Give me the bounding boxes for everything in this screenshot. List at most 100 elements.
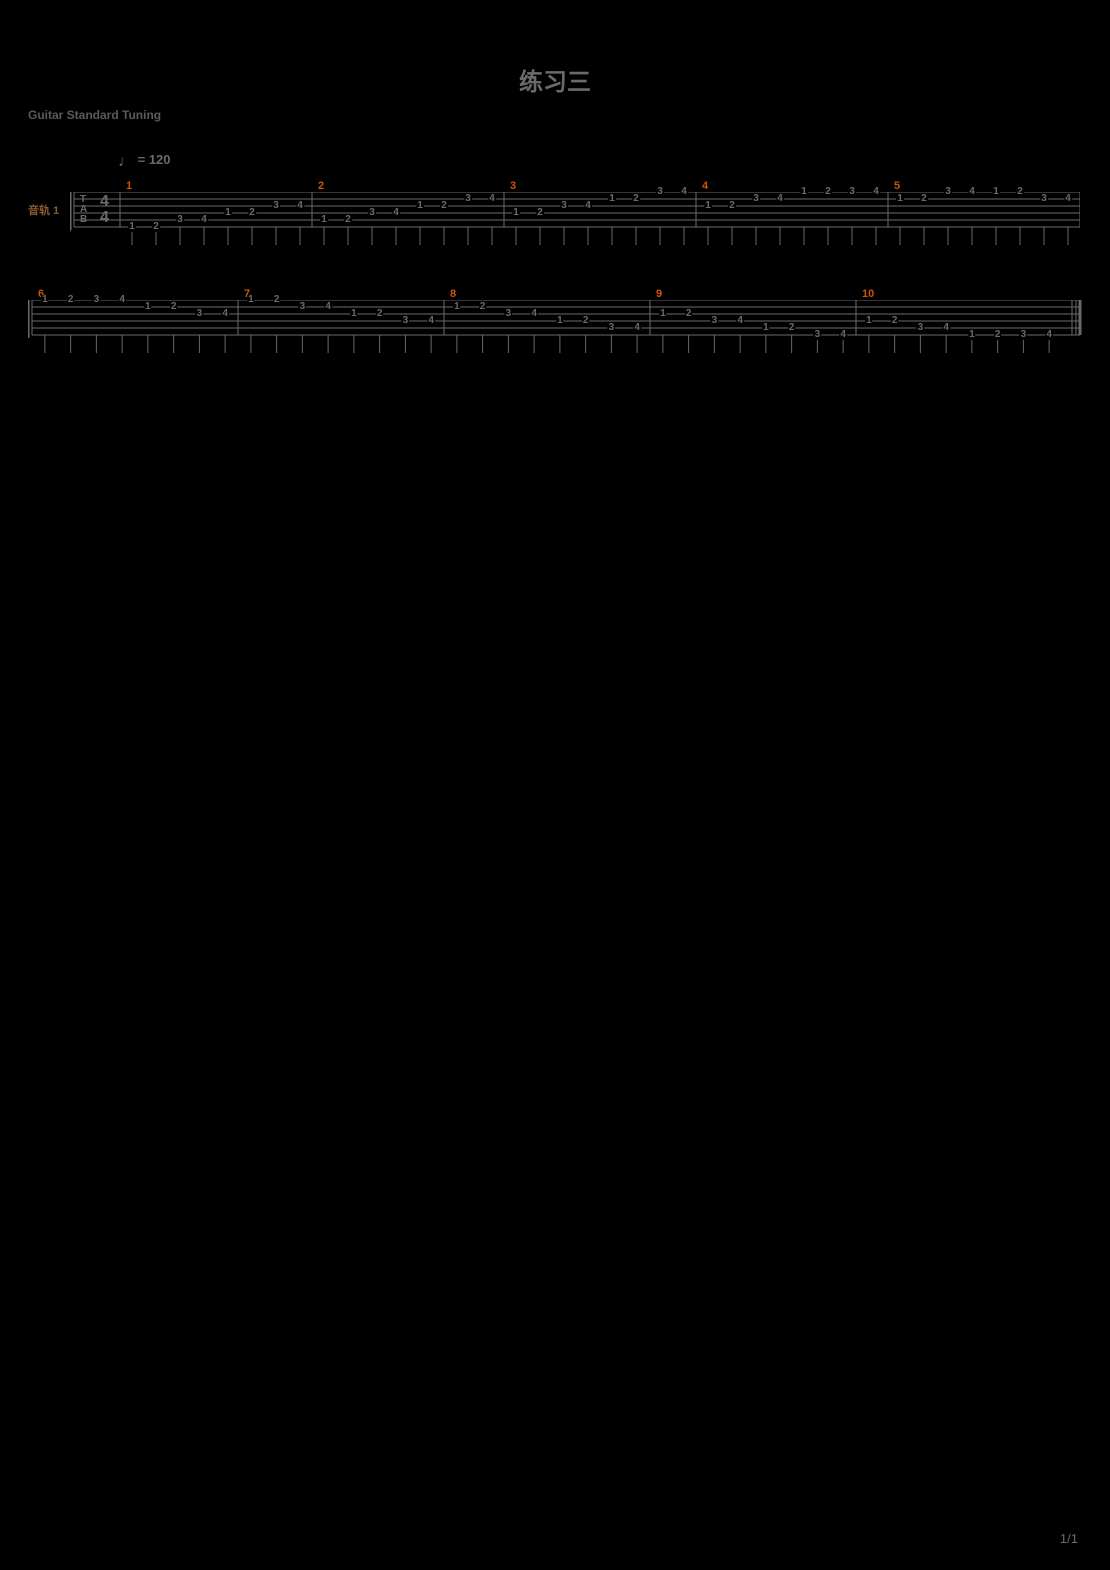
fret-number: 3 — [848, 187, 856, 197]
fret-number: 1 — [762, 323, 770, 333]
tempo-value: = 120 — [138, 152, 171, 167]
fret-number: 3 — [711, 316, 719, 326]
fret-number: 2 — [632, 194, 640, 204]
fret-number: 4 — [839, 330, 847, 340]
tab-system-2: 6 7 8 9 10 12341234123412341234123412341… — [28, 300, 1080, 370]
fret-number: 3 — [505, 309, 513, 319]
fret-number: 2 — [170, 302, 178, 312]
fret-number: 2 — [248, 208, 256, 218]
fret-number: 4 — [968, 187, 976, 197]
fret-number: 1 — [41, 295, 49, 305]
fret-number: 2 — [344, 215, 352, 225]
fret-number: 3 — [368, 208, 376, 218]
fret-number: 4 — [221, 309, 229, 319]
quarter-note-icon: ♩ — [118, 153, 134, 170]
fret-number: 1 — [144, 302, 152, 312]
staff-svg-2 — [28, 300, 1084, 370]
fret-number: 1 — [224, 208, 232, 218]
fret-number: 1 — [416, 201, 424, 211]
fret-number: 2 — [582, 316, 590, 326]
fret-number: 3 — [608, 323, 616, 333]
fret-number: 2 — [920, 194, 928, 204]
time-sig-bottom: 4 — [100, 210, 109, 226]
fret-number: 2 — [788, 323, 796, 333]
fret-number: 3 — [176, 215, 184, 225]
fret-number: 1 — [608, 194, 616, 204]
fret-number: 3 — [560, 201, 568, 211]
fret-number: 2 — [728, 201, 736, 211]
note-stems-1 — [132, 227, 1068, 245]
measure-num: 1 — [126, 180, 132, 192]
fret-number: 3 — [1040, 194, 1048, 204]
fret-number: 2 — [67, 295, 75, 305]
measure-num: 3 — [510, 180, 516, 192]
tuning-label: Guitar Standard Tuning — [28, 108, 161, 122]
fret-number: 4 — [324, 302, 332, 312]
tab-clef-b: B — [80, 215, 87, 225]
measure-num: 4 — [702, 180, 708, 192]
fret-number: 3 — [814, 330, 822, 340]
fret-number: 4 — [584, 201, 592, 211]
fret-number: 3 — [656, 187, 664, 197]
fret-number: 3 — [299, 302, 307, 312]
fret-number: 4 — [530, 309, 538, 319]
fret-number: 3 — [944, 187, 952, 197]
fret-number: 4 — [392, 208, 400, 218]
fret-number: 2 — [994, 330, 1002, 340]
fret-number: 2 — [273, 295, 281, 305]
fret-number: 1 — [865, 316, 873, 326]
fret-number: 1 — [247, 295, 255, 305]
fret-number: 1 — [659, 309, 667, 319]
fret-number: 1 — [800, 187, 808, 197]
time-sig-top: 4 — [100, 194, 109, 210]
fret-number: 1 — [896, 194, 904, 204]
fret-number: 4 — [942, 323, 950, 333]
measure-num: 9 — [656, 288, 662, 300]
measure-num: 8 — [450, 288, 456, 300]
fret-number: 2 — [1016, 187, 1024, 197]
track-label: 音轨 1 — [28, 202, 59, 218]
fret-number: 4 — [776, 194, 784, 204]
fret-number: 3 — [402, 316, 410, 326]
fret-number: 1 — [556, 316, 564, 326]
fret-number: 4 — [680, 187, 688, 197]
fret-number: 4 — [633, 323, 641, 333]
fret-number: 4 — [736, 316, 744, 326]
fret-number: 1 — [992, 187, 1000, 197]
fret-number: 1 — [512, 208, 520, 218]
fret-number: 2 — [440, 201, 448, 211]
fret-number: 2 — [152, 222, 160, 232]
fret-number: 1 — [128, 222, 136, 232]
note-stems-2 — [45, 335, 1049, 353]
fret-number: 4 — [118, 295, 126, 305]
measure-num: 2 — [318, 180, 324, 192]
measure-num: 10 — [862, 288, 874, 300]
fret-number: 4 — [1045, 330, 1053, 340]
fret-number: 2 — [376, 309, 384, 319]
fret-number: 3 — [272, 201, 280, 211]
fret-number: 3 — [464, 194, 472, 204]
fret-number: 1 — [968, 330, 976, 340]
fret-number: 4 — [1064, 194, 1072, 204]
fret-number: 2 — [536, 208, 544, 218]
fret-number: 3 — [196, 309, 204, 319]
fret-number: 4 — [200, 215, 208, 225]
tab-system-1: T A B 4 4 1 2 3 4 5 12341234123412341234… — [70, 192, 1080, 262]
fret-number: 4 — [488, 194, 496, 204]
page-number: 1/1 — [1060, 1531, 1078, 1546]
fret-number: 1 — [453, 302, 461, 312]
measure-num: 5 — [894, 180, 900, 192]
tempo-mark: ♩ = 120 — [118, 152, 171, 171]
fret-number: 1 — [350, 309, 358, 319]
fret-number: 2 — [824, 187, 832, 197]
fret-number: 1 — [704, 201, 712, 211]
fret-number: 4 — [872, 187, 880, 197]
fret-number: 3 — [93, 295, 101, 305]
fret-number: 4 — [427, 316, 435, 326]
fret-number: 4 — [296, 201, 304, 211]
fret-number: 2 — [479, 302, 487, 312]
page-title: 练习三 — [0, 62, 1110, 97]
fret-number: 3 — [917, 323, 925, 333]
fret-number: 3 — [752, 194, 760, 204]
fret-number: 1 — [320, 215, 328, 225]
